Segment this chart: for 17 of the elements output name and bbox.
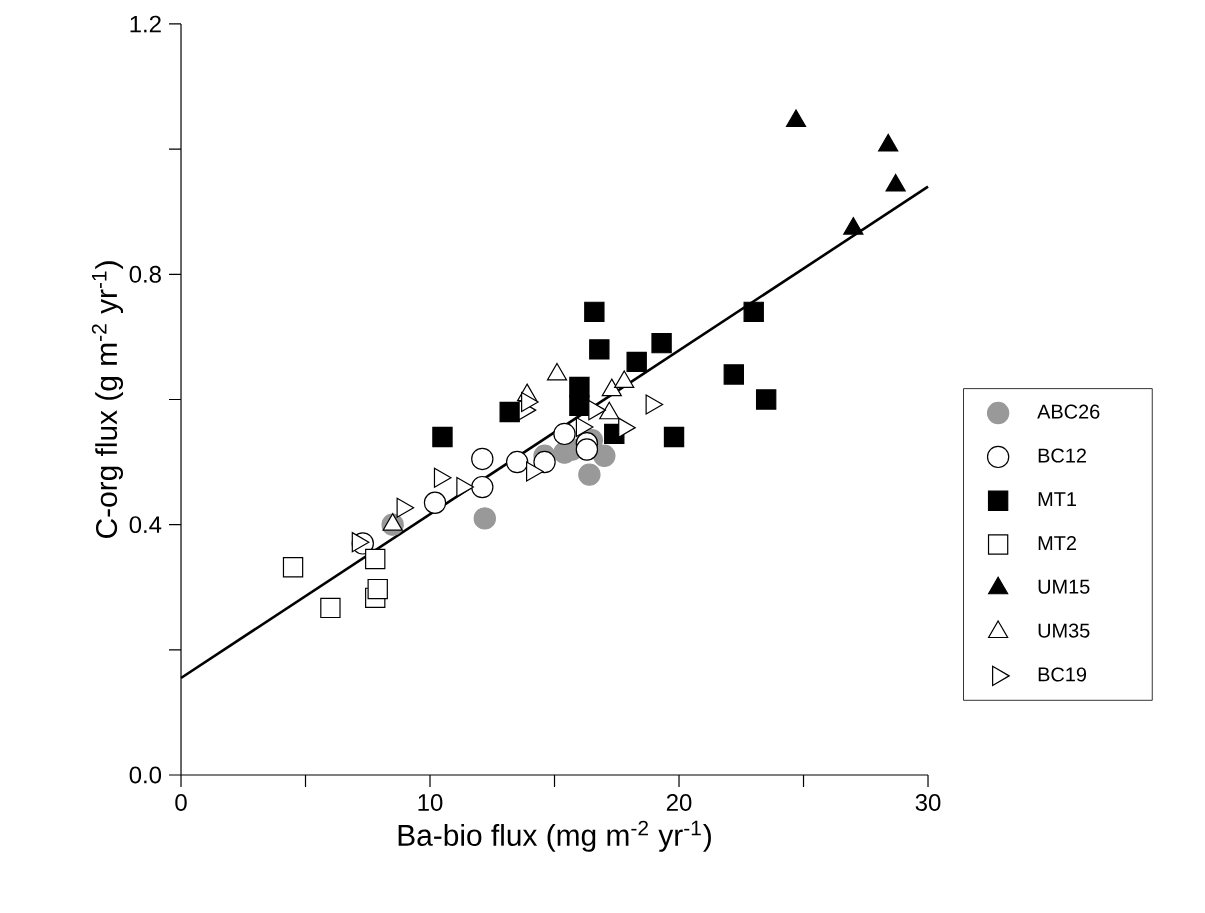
legend-label: BC12 (1038, 448, 1086, 463)
y-tick-label: 1.2 (130, 15, 161, 33)
y-axis-title: C-org flux (g m$^{-2}$ yr$^{-1}$) (91, 261, 124, 538)
y-tick-label: 0.8 (129, 265, 161, 283)
x-tick-label: 20 (666, 794, 692, 811)
legend-label: ABC26 (1037, 404, 1100, 419)
legend-label: UM15 (1038, 579, 1090, 594)
x-axis-title: Ba-bio flux (mg m$^{-2}$ yr$^{-1}$) (398, 820, 711, 852)
legend-label: BC19 (1038, 667, 1087, 682)
x-tick-label: 30 (915, 794, 941, 811)
x-tick-label: 10 (418, 794, 443, 811)
y-tick-label: 0.0 (129, 766, 162, 784)
x-tick-label: 0 (175, 794, 187, 811)
legend-label: UM35 (1038, 623, 1090, 638)
y-tick-label: 0.4 (129, 516, 162, 534)
legend-label: MT1 (1038, 492, 1077, 507)
legend-label: MT2 (1038, 536, 1076, 550)
